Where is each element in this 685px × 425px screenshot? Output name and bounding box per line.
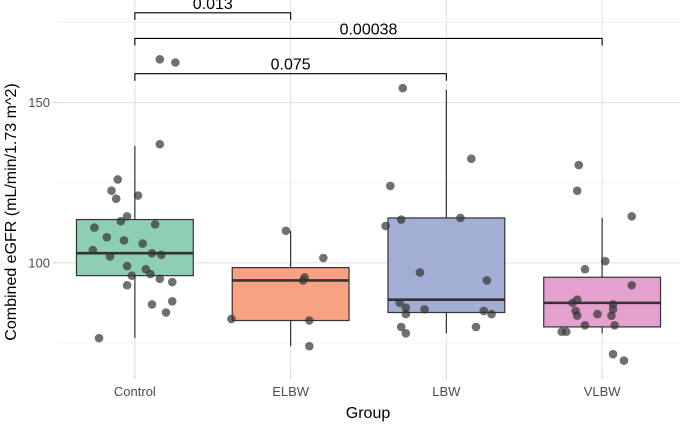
- data-point: [147, 300, 157, 309]
- p-value-label: 0.00038: [340, 21, 398, 38]
- data-point: [107, 186, 116, 196]
- data-point: [610, 321, 619, 330]
- data-point: [568, 298, 577, 308]
- data-point: [167, 277, 177, 287]
- data-point: [386, 181, 395, 191]
- data-point: [146, 269, 155, 279]
- data-point: [619, 356, 629, 365]
- data-point: [138, 239, 147, 248]
- data-point: [150, 220, 160, 229]
- significance-brackets: 0.013 0.00038 0.075: [134, 0, 603, 81]
- x-tick-label: VLBW: [584, 384, 622, 399]
- data-point: [113, 175, 123, 184]
- data-point: [627, 280, 637, 290]
- data-point: [593, 309, 602, 319]
- data-point: [155, 274, 165, 284]
- data-point: [381, 221, 390, 231]
- data-point: [305, 316, 314, 325]
- axes: 100 150 Control ELBW LBW VLBW: [28, 95, 621, 399]
- data-point: [395, 298, 404, 308]
- data-point: [608, 304, 618, 314]
- x-axis-title: Group: [346, 405, 391, 422]
- data-point: [102, 232, 112, 242]
- data-point: [398, 83, 408, 93]
- data-point: [133, 191, 143, 200]
- data-point: [122, 261, 132, 271]
- data-point: [600, 256, 610, 266]
- data-point: [94, 333, 104, 343]
- y-axis-title: Combined eGFR (mL/min/1.73 m^2): [3, 83, 20, 340]
- data-point: [487, 309, 496, 319]
- data-point: [161, 308, 171, 317]
- data-point: [319, 253, 328, 263]
- data-point: [401, 329, 411, 338]
- data-point: [111, 194, 121, 204]
- data-point: [227, 314, 236, 324]
- data-point: [122, 212, 132, 221]
- data-point: [396, 322, 406, 332]
- data-point: [456, 213, 465, 223]
- data-point: [471, 322, 481, 332]
- data-point: [627, 212, 637, 221]
- data-point: [607, 311, 616, 321]
- data-point: [88, 245, 98, 255]
- data-point: [420, 304, 429, 314]
- data-point: [127, 271, 137, 280]
- box-elbw: [231, 267, 350, 322]
- x-tick-label: ELBW: [272, 384, 310, 399]
- data-point: [479, 306, 489, 316]
- x-tick-label: LBW: [432, 384, 461, 399]
- data-point: [572, 186, 582, 196]
- p-value-label: 0.013: [193, 0, 233, 13]
- data-point: [580, 321, 590, 330]
- data-point: [155, 54, 165, 64]
- data-point: [116, 216, 126, 226]
- p-value-label: 0.075: [271, 57, 311, 74]
- data-point: [105, 252, 115, 261]
- data-point: [396, 215, 406, 224]
- data-point: [171, 58, 180, 67]
- data-point: [572, 311, 582, 321]
- data-point: [122, 280, 132, 290]
- data-point: [482, 276, 492, 285]
- data-point: [574, 160, 584, 170]
- x-tick-label: Control: [114, 384, 156, 399]
- data-point: [281, 226, 291, 236]
- data-point: [147, 248, 157, 258]
- data-point: [466, 154, 476, 163]
- y-tick-label: 150: [28, 95, 50, 110]
- significance-bracket: [134, 12, 292, 20]
- data-point: [401, 303, 411, 312]
- data-point: [119, 236, 129, 245]
- significance-bracket: [134, 37, 603, 46]
- data-point: [401, 309, 411, 319]
- data-point: [167, 296, 177, 306]
- data-point: [157, 250, 166, 260]
- data-point: [305, 341, 314, 351]
- data-point: [415, 268, 425, 277]
- data-point: [298, 276, 308, 285]
- data-point: [90, 223, 99, 232]
- significance-bracket: [134, 73, 447, 81]
- data-point: [580, 264, 590, 274]
- data-point: [557, 327, 566, 337]
- data-points: [88, 54, 637, 365]
- y-tick-label: 100: [28, 255, 50, 270]
- data-point: [608, 349, 618, 359]
- data-point: [155, 139, 165, 149]
- box-lbw: [387, 217, 506, 314]
